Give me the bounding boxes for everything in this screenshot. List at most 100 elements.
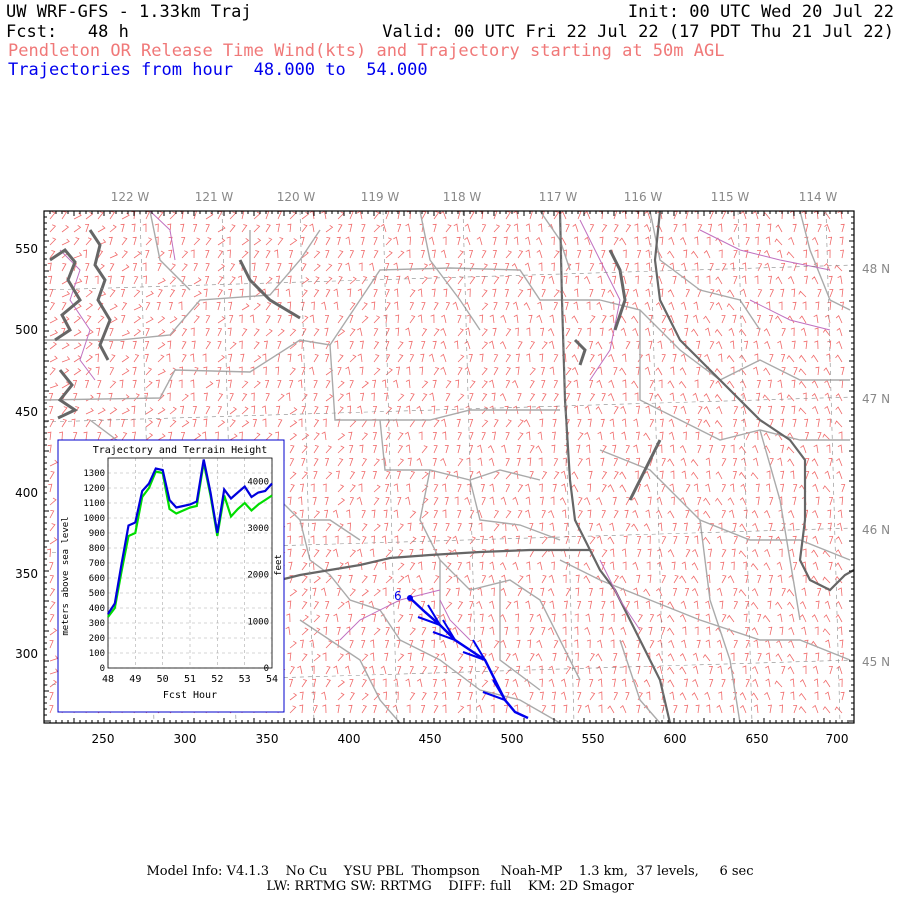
trajectory-height-line	[107, 459, 273, 615]
y-tick-label: 300	[15, 647, 38, 661]
county-border	[699, 519, 741, 724]
inset-x-tick: 53	[239, 674, 251, 685]
latitude-label: 46 N	[862, 523, 890, 537]
trajectory-arrow	[462, 639, 486, 661]
model-physics: LW: RRTMG SW: RRTMG DIFF: full KM: 2D Sm…	[266, 879, 634, 894]
county-border	[599, 449, 851, 561]
inset-y2-tick: 1000	[247, 617, 269, 627]
inset-plot-area	[107, 457, 273, 669]
init-time: Init: 00 UTC Wed 20 Jul 22	[627, 2, 894, 22]
river	[149, 210, 176, 261]
frame-tick-marks	[43, 210, 855, 723]
county-border	[399, 639, 561, 724]
county-border	[419, 210, 481, 331]
county-border	[329, 344, 560, 421]
wind-barbs	[47, 210, 846, 714]
model-info: Model Info: V4.1.3 No Cu YSU PBL Thompso…	[146, 864, 754, 879]
coastline	[49, 229, 662, 561]
terrain-height-line	[107, 462, 273, 618]
river	[699, 229, 831, 271]
trajectory-arrow	[417, 604, 441, 626]
inset-y-tick: 200	[89, 634, 105, 644]
longitude-line	[559, 210, 575, 724]
inset-frame	[57, 439, 285, 713]
longitude-label: 117 W	[539, 190, 578, 204]
latitude-label: 45 N	[862, 655, 890, 669]
county-border	[499, 580, 541, 691]
river	[599, 559, 641, 631]
county-border	[149, 210, 191, 291]
inset-title: Trajectory and Terrain Height	[93, 445, 268, 456]
county-border	[299, 519, 401, 641]
inset-x-tick: 48	[102, 674, 114, 685]
inset-y-tick: 1000	[83, 514, 105, 524]
trajectory-arrow	[432, 619, 456, 641]
river	[439, 599, 471, 641]
axis-labels: 250 300 350 400 450 500 550 600 650 7005505004504…	[15, 190, 890, 746]
county-border	[619, 639, 661, 724]
state-border	[558, 210, 591, 551]
inset-y2-tick: 3000	[247, 524, 269, 534]
inset-y-tick: 0	[100, 664, 105, 674]
x-tick-label: 500	[501, 732, 524, 746]
inset-y-tick: 1200	[83, 484, 105, 494]
map-frame	[43, 210, 855, 724]
inset-y-tick: 900	[89, 529, 105, 539]
y-tick-label: 550	[15, 242, 38, 256]
inset-y-tick: 700	[89, 559, 105, 569]
wind-barb-field	[47, 210, 846, 714]
river	[59, 249, 96, 381]
county-border	[639, 310, 850, 441]
county-border	[469, 479, 561, 541]
latitude-line	[43, 527, 855, 554]
county-border	[44, 229, 321, 341]
state-border	[653, 210, 855, 592]
county-border	[799, 210, 851, 311]
x-tick-label: 550	[582, 732, 605, 746]
forecast-hour: Fcst: 48 h	[6, 22, 129, 42]
x-tick-label: 700	[826, 732, 849, 746]
longitude-line	[462, 210, 478, 724]
longitude-line	[649, 210, 665, 724]
x-tick-label: 650	[746, 732, 769, 746]
shoreline	[628, 439, 662, 501]
inset-y-tick: 500	[89, 589, 105, 599]
x-tick-label: 400	[338, 732, 361, 746]
y-tick-label: 450	[15, 405, 38, 419]
county-border	[759, 429, 801, 621]
river	[749, 299, 831, 331]
inset-x-tick: 49	[129, 674, 141, 685]
x-tick-label: 250	[92, 732, 115, 746]
river	[339, 589, 441, 641]
trajectory-arrow	[482, 679, 506, 701]
longitude-label: 118 W	[443, 190, 482, 204]
water-features	[59, 210, 831, 641]
longitude-line	[737, 210, 753, 724]
inset-y2-tick: 2000	[247, 571, 269, 581]
longitude-label: 115 W	[711, 190, 750, 204]
trajectory-range: Trajectories from hour 48.000 to 54.000	[8, 60, 428, 80]
trajectory-hour-label: 6	[394, 589, 402, 603]
inset-y2-tick: 0	[264, 664, 269, 674]
longitude-label: 122 W	[111, 190, 150, 204]
y-tick-label: 500	[15, 323, 38, 337]
inset-chart: Trajectory and Terrain Height 48 49 50 51 52 5…	[57, 439, 285, 713]
inset-x-tick: 50	[157, 674, 169, 685]
inset-y-tick: 800	[89, 544, 105, 554]
latitude-line	[43, 396, 855, 423]
longitude-label: 120 W	[277, 190, 316, 204]
shoreline	[88, 229, 112, 361]
inset-y-tick: 1300	[83, 469, 105, 479]
inset-x-tick: 54	[266, 674, 278, 685]
inset-x-tick: 51	[184, 674, 196, 685]
inset-y2-tick: 4000	[247, 477, 269, 487]
river	[579, 219, 621, 381]
latitude-label: 47 N	[862, 392, 890, 406]
longitude-label: 114 W	[799, 190, 838, 204]
x-tick-label: 300	[174, 732, 197, 746]
trajectory-line	[409, 597, 529, 720]
tick-path	[43, 210, 855, 723]
longitude-label: 119 W	[361, 190, 400, 204]
